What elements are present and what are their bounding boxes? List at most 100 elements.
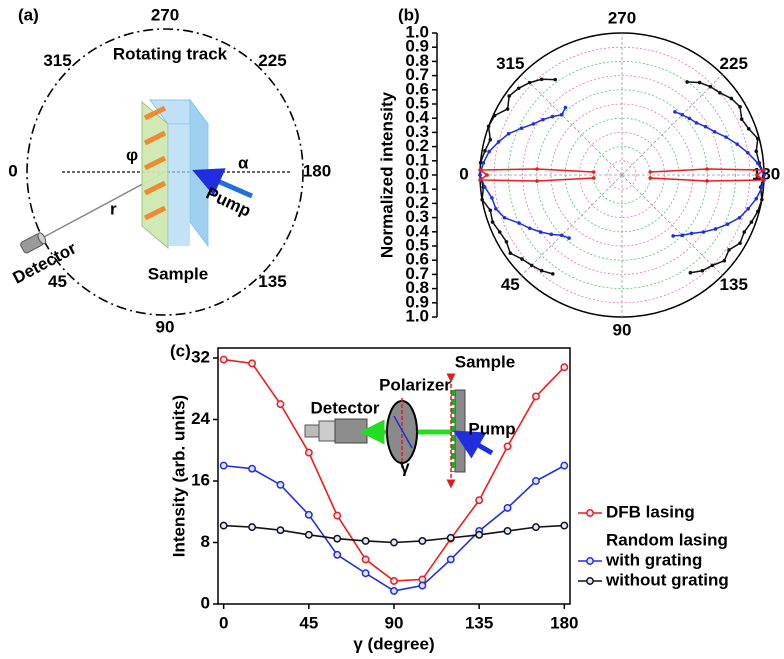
data-point xyxy=(334,512,340,518)
data-point xyxy=(592,170,596,174)
angle-label: 270 xyxy=(151,5,179,24)
data-point xyxy=(680,233,684,237)
data-point xyxy=(755,173,759,177)
data-point xyxy=(560,233,564,237)
data-point xyxy=(391,539,397,545)
x-axis-title: γ (degree) xyxy=(353,634,434,653)
data-point xyxy=(533,393,539,399)
data-point xyxy=(560,113,564,117)
data-point xyxy=(306,512,312,518)
data-point xyxy=(726,222,730,226)
x-tick-label: 45 xyxy=(299,613,318,632)
angle-label: 135 xyxy=(720,275,748,294)
angle-label: 90 xyxy=(613,320,632,339)
data-point xyxy=(362,538,368,544)
data-point xyxy=(540,269,544,273)
data-point xyxy=(362,570,368,576)
data-point xyxy=(541,118,545,122)
data-point xyxy=(476,497,482,503)
data-point xyxy=(567,236,571,240)
data-point xyxy=(564,106,568,110)
panel-label: (c) xyxy=(170,341,191,360)
data-point xyxy=(482,161,486,165)
data-point xyxy=(701,269,705,273)
data-point xyxy=(504,505,510,511)
data-point xyxy=(711,264,715,268)
data-point xyxy=(476,532,482,538)
data-point xyxy=(532,122,536,126)
data-point xyxy=(695,121,699,125)
data-point xyxy=(673,110,677,114)
data-point xyxy=(750,220,754,224)
legend-marker xyxy=(587,578,593,584)
data-point xyxy=(535,167,539,171)
data-point xyxy=(391,588,397,594)
data-point xyxy=(487,125,491,129)
figure: (a) Rotating track Detector r φ Sample α… xyxy=(0,0,784,659)
substrate-front xyxy=(168,124,190,246)
angle-label: 0 xyxy=(8,161,17,180)
angle-label: 90 xyxy=(156,317,175,336)
data-point xyxy=(760,185,764,189)
data-point xyxy=(489,138,493,142)
angle-label: 225 xyxy=(720,54,748,73)
detector-icon xyxy=(20,232,48,254)
data-point xyxy=(760,198,764,202)
substrate-side xyxy=(190,100,208,246)
data-point xyxy=(249,360,255,366)
data-point xyxy=(277,527,283,533)
data-point xyxy=(530,264,534,268)
data-point xyxy=(680,113,684,117)
y-tick-label: 24 xyxy=(191,409,210,428)
data-point xyxy=(503,216,507,220)
angle-label: 45 xyxy=(48,272,67,291)
data-point xyxy=(561,522,567,528)
data-point xyxy=(738,241,742,245)
data-point xyxy=(533,524,539,530)
data-point xyxy=(517,86,521,90)
y-tick-label: 32 xyxy=(191,347,210,366)
data-point xyxy=(709,85,713,89)
data-point xyxy=(747,127,751,131)
x-tick-label: 90 xyxy=(385,613,404,632)
data-point xyxy=(592,176,596,180)
data-point xyxy=(762,178,766,182)
data-point xyxy=(551,272,555,276)
pump-arrow xyxy=(466,438,492,453)
angle-label: 225 xyxy=(258,51,286,70)
legend-marker xyxy=(587,558,593,564)
data-point xyxy=(528,226,532,230)
data-point xyxy=(220,462,226,468)
data-point xyxy=(535,179,539,183)
data-point xyxy=(762,173,766,177)
legend-marker xyxy=(587,510,593,516)
data-point xyxy=(494,207,498,211)
data-point xyxy=(671,234,675,238)
data-point xyxy=(478,178,482,182)
annotation: Sample xyxy=(455,352,515,371)
x-tick-label: 135 xyxy=(465,613,493,632)
data-point xyxy=(506,107,510,111)
data-point xyxy=(713,130,717,134)
data-point xyxy=(742,230,746,234)
data-point xyxy=(738,216,742,220)
data-point xyxy=(722,259,726,263)
data-point xyxy=(483,149,487,153)
data-point xyxy=(549,233,553,237)
data-point xyxy=(220,356,226,362)
annotation: Detector xyxy=(311,398,380,417)
data-point xyxy=(553,78,557,82)
angle-label: 45 xyxy=(501,275,520,294)
data-point xyxy=(705,179,709,183)
data-point xyxy=(507,132,511,136)
data-point xyxy=(306,449,312,455)
data-point xyxy=(391,578,397,584)
annotation: Polarizer xyxy=(379,375,451,394)
detector-plug xyxy=(305,425,319,437)
data-point xyxy=(754,197,758,201)
radius-label: r xyxy=(110,199,117,218)
data-point xyxy=(520,126,524,130)
data-point xyxy=(690,232,694,236)
data-point xyxy=(754,150,758,154)
data-point xyxy=(493,114,497,118)
